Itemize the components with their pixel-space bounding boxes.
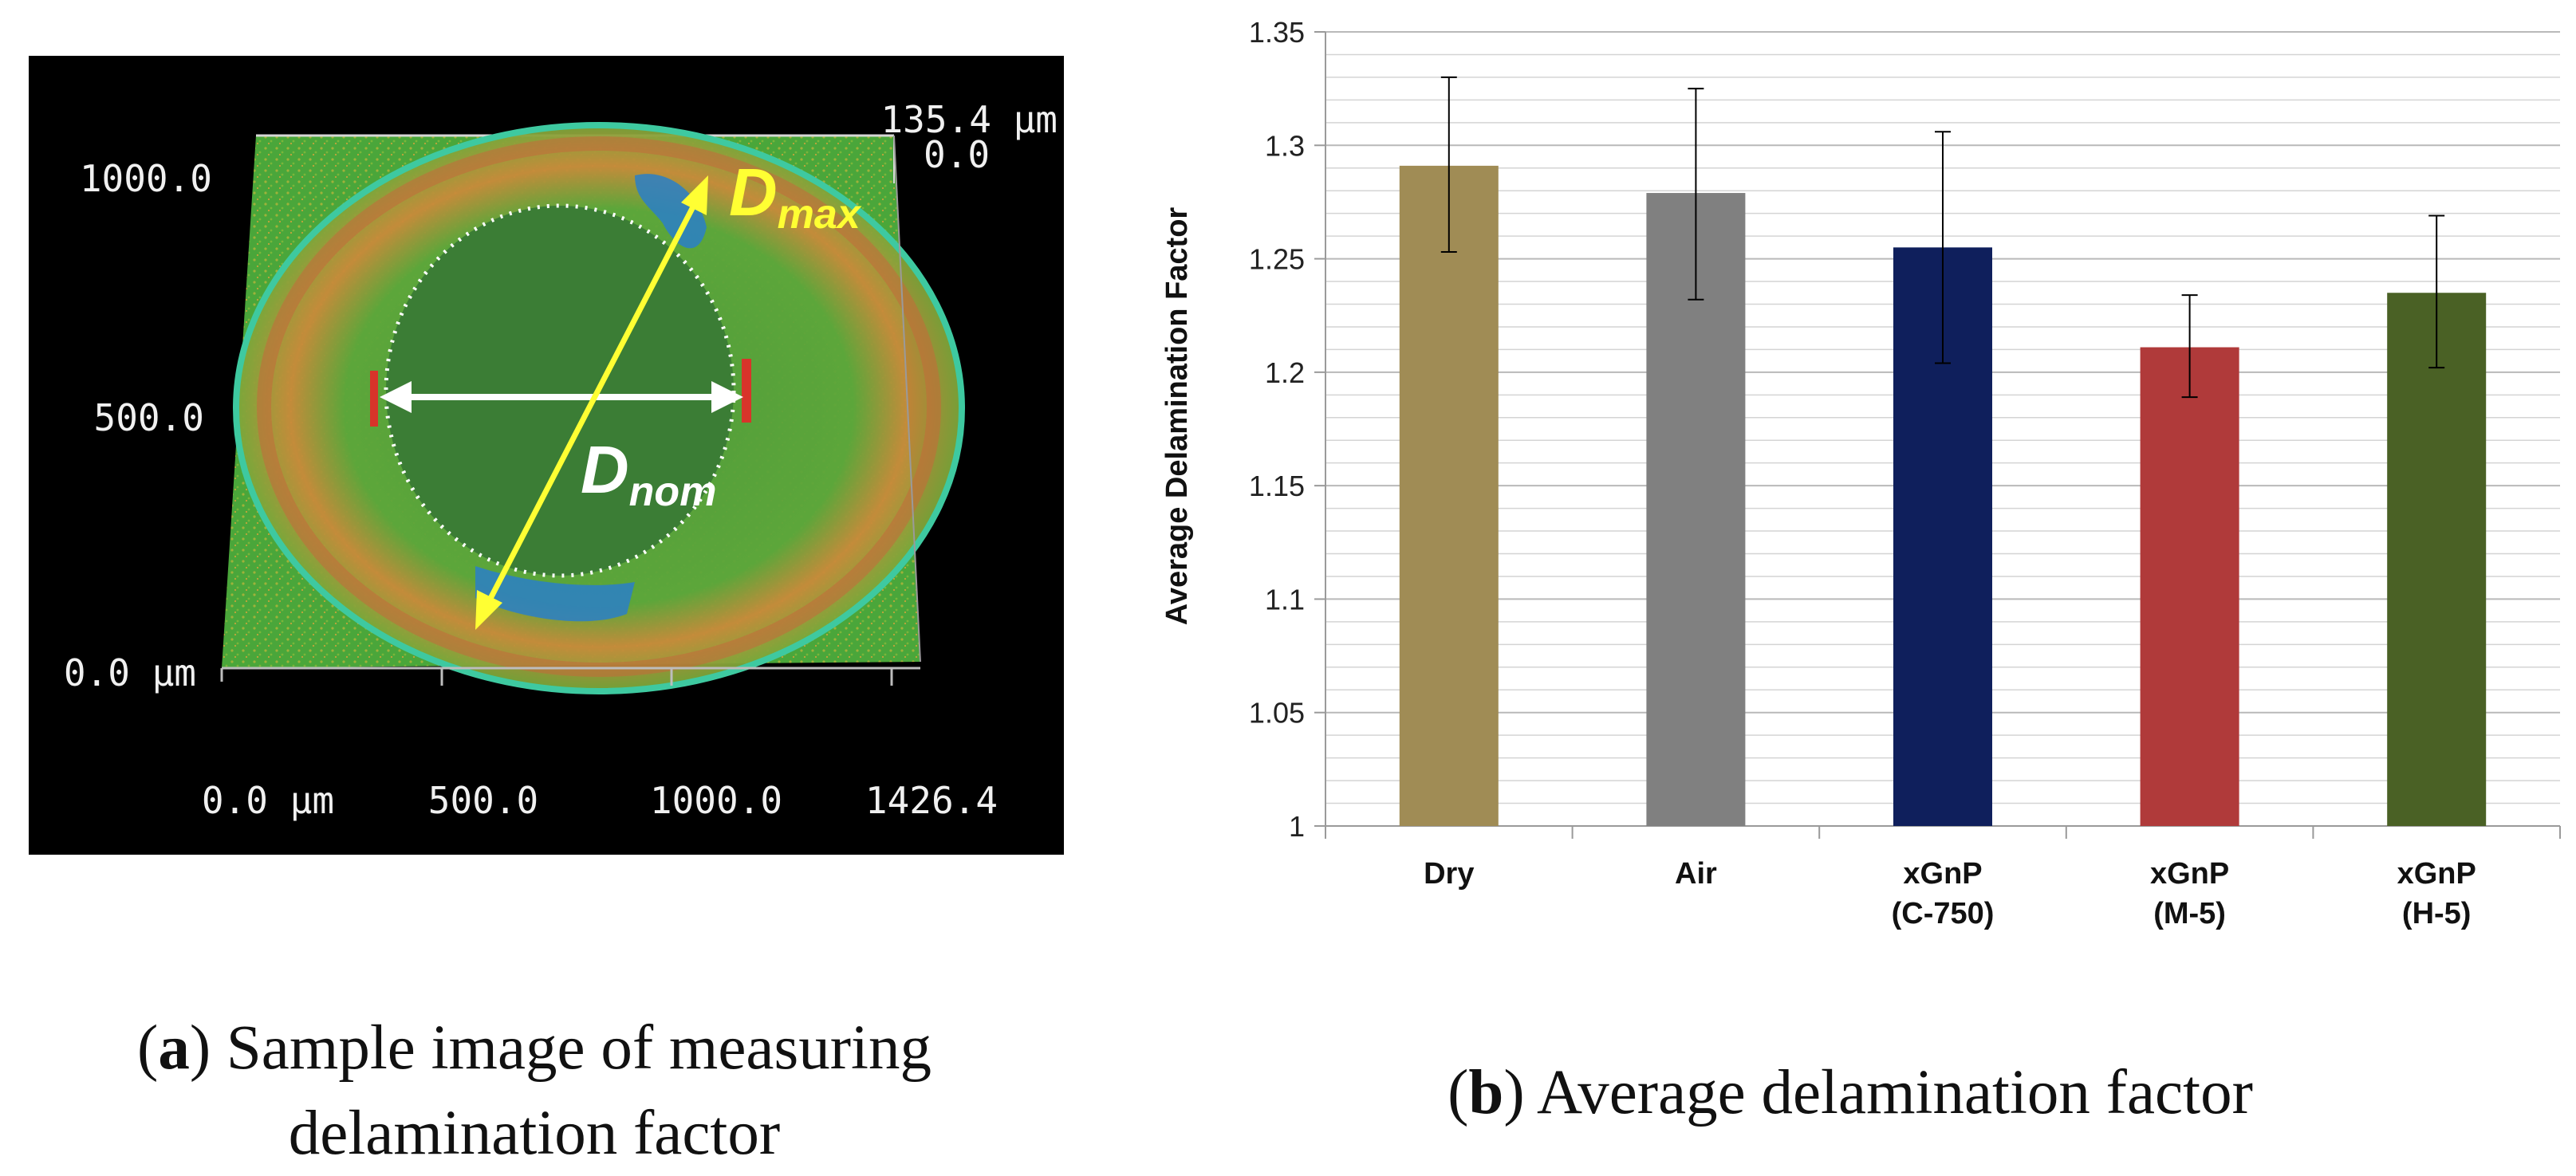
y-tick-label: 1.05 <box>1249 697 1305 730</box>
caption-b-text: ) Average delamination factor <box>1503 1058 2253 1127</box>
delamination-bar-chart: 1 1.05 1.1 1.15 1.2 1.25 1.3 1.35 Dry Air xGnP (C-… <box>1160 16 2561 930</box>
x-tick-label-line2: (C-750) <box>1892 897 1995 930</box>
caption-b-label: b <box>1468 1058 1504 1127</box>
dmax-arrow <box>475 175 708 630</box>
y-tick-label: 1.3 <box>1265 129 1305 162</box>
x-tick-label: xGnP <box>2397 857 2476 891</box>
x-tick-500: 500.0 <box>428 779 538 822</box>
y-tick-label: 1.35 <box>1249 16 1305 49</box>
caption-a-text-2: delamination factor <box>288 1098 781 1168</box>
z-tick-min: 0.0 <box>924 133 990 176</box>
y-tick-0: 0.0 μm <box>64 651 196 694</box>
dmax-label: Dmax <box>729 155 862 238</box>
y-tick-labels: 1 1.05 1.1 1.15 1.2 1.25 1.3 1.35 <box>1249 16 1305 843</box>
bar <box>2387 293 2487 826</box>
dmax-circle <box>233 122 965 694</box>
x-tick-label: Air <box>1675 857 1717 891</box>
error-bars <box>1440 76 2445 399</box>
x-tick-0: 0.0 μm <box>202 779 334 822</box>
y-tick-500: 500.0 <box>94 396 204 439</box>
z-tick-max: 135.4 μm <box>880 98 1058 141</box>
x-tick-label: Dry <box>1424 857 1474 891</box>
delamination-patch <box>635 174 707 249</box>
bar <box>2140 347 2239 826</box>
y-tick-label: 1 <box>1289 810 1305 843</box>
dnom-arrow <box>380 381 743 413</box>
y-axis-label: Average Delamination Factor <box>1160 207 1194 626</box>
caption-b: (b) Average delamination factor <box>1448 1058 2253 1127</box>
x-tick-label: xGnP <box>2150 857 2229 891</box>
x-tick-1000: 1000.0 <box>650 779 782 822</box>
x-tick-label-line2: (M-5) <box>2153 897 2226 930</box>
y-tick-label: 1.1 <box>1265 583 1305 616</box>
delamination-patch <box>475 566 635 622</box>
surface-3d-plot: Dmax Dnom 1000.0 500.0 0.0 μm 0.0 μm 500… <box>64 98 1058 822</box>
dnom-circle <box>384 203 736 578</box>
x-tick-label-line2: (H-5) <box>2402 897 2472 930</box>
y-tick-1000: 1000.0 <box>80 157 212 200</box>
x-tick-label: xGnP <box>1903 857 1982 891</box>
y-tick-label: 1.25 <box>1249 243 1305 276</box>
x-tick-max: 1426.4 <box>865 779 998 822</box>
y-tick-label: 1.15 <box>1249 470 1305 502</box>
bar <box>1399 165 1499 826</box>
dnom-label: Dnom <box>581 432 716 515</box>
microscope-image: Dmax Dnom 1000.0 500.0 0.0 μm 0.0 μm 500… <box>29 56 1064 855</box>
y-tick-label: 1.2 <box>1265 356 1305 389</box>
caption-a: (a) Sample image of measuring delaminati… <box>137 1013 932 1168</box>
caption-a-text-1: ) Sample image of measuring <box>189 1013 932 1083</box>
x-tick-labels: Dry Air xGnP (C-750) xGnP (M-5) xGnP (H-5) <box>1424 857 2476 930</box>
caption-a-label: a <box>158 1013 190 1083</box>
bars <box>1399 165 2487 826</box>
